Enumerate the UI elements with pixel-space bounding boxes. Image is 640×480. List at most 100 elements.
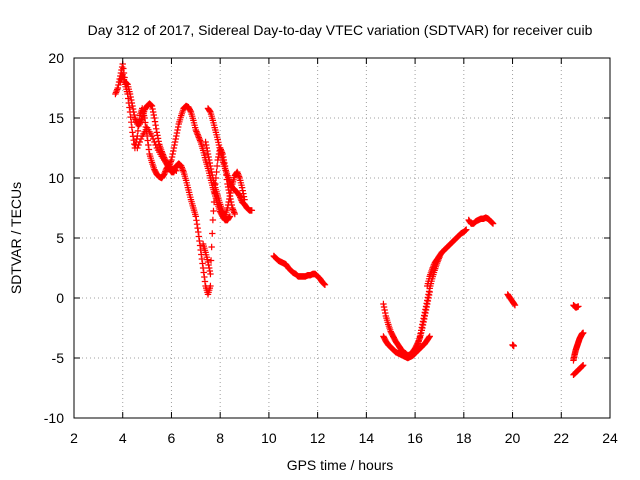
data-point [381,306,388,314]
data-point [511,302,519,309]
data-point [168,156,175,164]
data-point [240,190,247,197]
data-point [417,327,425,334]
data-point [198,255,206,263]
data-point [113,87,120,95]
data-point [137,135,145,143]
data-point [227,195,234,203]
data-point [234,168,241,176]
data-point [196,137,204,144]
data-point [237,194,244,201]
data-point [161,169,168,177]
data-point [187,107,194,114]
data-point [171,141,178,149]
data-point [127,113,134,121]
data-point [135,141,142,149]
data-point [170,147,177,155]
data-point [209,216,217,224]
data-point [207,282,214,290]
data-point [201,278,209,285]
data-point [213,162,221,170]
data-point [179,167,187,174]
data-point [228,201,235,209]
data-point [126,104,133,111]
data-point [195,132,202,140]
data-point [210,207,217,215]
data-point [131,114,139,122]
data-point [429,264,436,271]
data-point [239,187,246,194]
data-point [136,138,143,146]
x-tick-label: 2 [70,430,78,446]
data-point [421,309,429,316]
x-axis-label: GPS time / hours [287,457,394,473]
data-point [428,266,436,273]
data-point [224,183,232,191]
data-point [219,150,226,158]
data-point [152,122,159,129]
data-point [417,330,424,337]
data-point [211,189,218,197]
data-point [580,362,587,369]
data-point [114,84,122,92]
data-point [128,119,135,126]
data-point [214,156,221,164]
data-point [128,124,136,131]
data-point [154,132,161,139]
y-tick-label: 0 [56,290,64,306]
data-point [173,167,180,174]
data-point [580,329,587,336]
data-point [213,168,220,176]
data-point [229,206,237,213]
chart-title: Day 312 of 2017, Sidereal Day-to-day VTE… [88,22,593,38]
data-point [150,111,157,119]
data-point [226,192,234,200]
data-point [173,132,180,140]
data-point [224,180,231,188]
data-point [420,315,427,322]
data-point [235,173,243,180]
data-point [167,158,175,165]
data-point [125,95,132,102]
data-point [124,90,131,98]
data-point [131,111,138,119]
data-point [151,114,158,122]
data-point [192,213,200,220]
data-point [226,189,233,197]
data-point [142,119,149,126]
y-tick-label: 5 [56,230,64,246]
data-point [207,165,215,173]
data-point [424,297,431,304]
data-point [173,129,181,137]
data-point [223,176,231,183]
data-point [216,144,224,152]
data-point [221,162,229,170]
data-point [192,126,200,134]
data-point [217,146,224,153]
data-point [149,108,157,116]
data-point [120,65,127,72]
data-point [160,171,168,178]
data-point [225,186,232,194]
y-tick-label: -5 [52,350,65,366]
data-point [202,141,210,149]
data-point [149,105,156,113]
data-point [172,135,179,143]
data-point [510,342,517,350]
y-axis-label: SDTVAR / TECUs [8,182,24,294]
x-tick-label: 22 [553,430,569,446]
data-point [204,258,212,266]
data-point [240,193,248,200]
data-point [148,102,156,110]
data-point [425,288,433,295]
data-point [416,333,424,340]
data-point [118,63,126,71]
data-point [422,303,430,310]
data-point [382,309,389,317]
data-point [205,153,212,161]
data-point [575,303,582,310]
data-point [421,312,428,319]
data-point [424,294,432,301]
